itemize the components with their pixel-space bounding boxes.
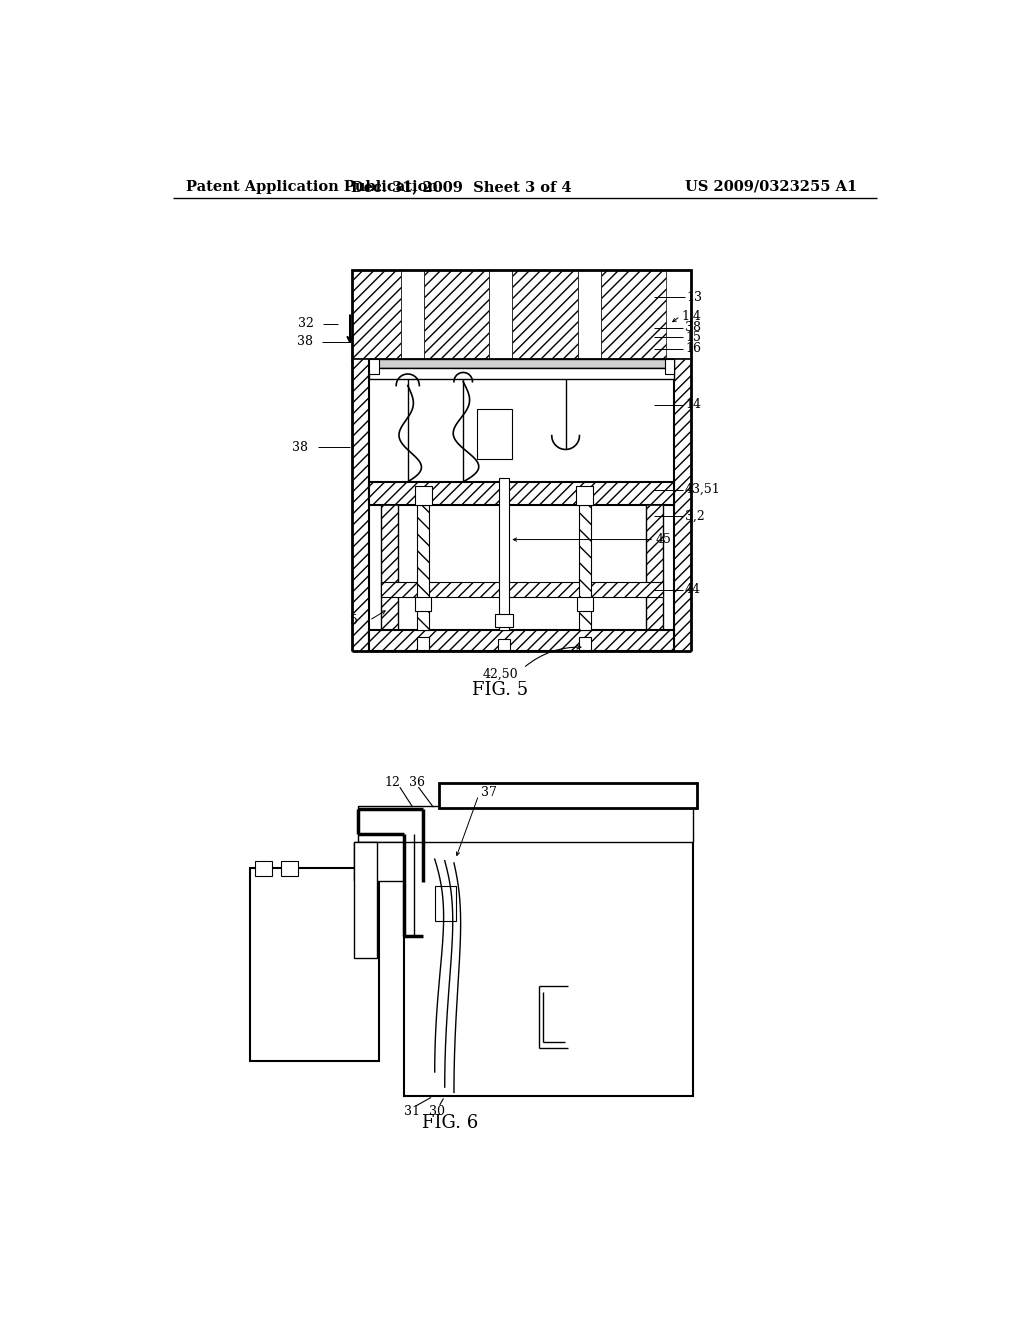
Bar xyxy=(646,506,663,630)
Bar xyxy=(500,478,509,630)
Text: 42,50: 42,50 xyxy=(482,668,518,681)
Bar xyxy=(477,409,512,459)
Text: 44: 44 xyxy=(685,583,701,597)
Text: FIG. 6: FIG. 6 xyxy=(422,1114,478,1133)
Bar xyxy=(250,869,379,1061)
Text: 38: 38 xyxy=(685,321,701,334)
Bar xyxy=(438,783,696,808)
Text: 14: 14 xyxy=(685,399,701,412)
Text: 43,51: 43,51 xyxy=(685,483,721,496)
Bar xyxy=(417,638,429,649)
Text: 3,2: 3,2 xyxy=(685,510,705,523)
Text: 12: 12 xyxy=(384,776,400,788)
Text: US 2009/0323255 A1: US 2009/0323255 A1 xyxy=(685,180,857,194)
Bar xyxy=(578,597,593,611)
Text: 16: 16 xyxy=(685,342,701,355)
Text: 36: 36 xyxy=(409,776,425,788)
Bar xyxy=(577,486,593,506)
Bar xyxy=(352,271,691,359)
Text: 37: 37 xyxy=(481,785,497,799)
Bar xyxy=(354,842,403,880)
Bar xyxy=(498,639,510,649)
Bar xyxy=(435,886,457,921)
Bar xyxy=(381,582,663,598)
Text: Patent Application Publication: Patent Application Publication xyxy=(186,180,438,194)
Bar xyxy=(352,359,370,651)
Bar xyxy=(403,830,692,1096)
Bar xyxy=(578,271,601,359)
Text: FIG. 5: FIG. 5 xyxy=(472,681,528,698)
Bar xyxy=(416,597,431,611)
Bar xyxy=(579,638,591,649)
Text: 5: 5 xyxy=(350,614,357,627)
Bar xyxy=(417,506,429,630)
Bar xyxy=(495,614,513,627)
Text: 38: 38 xyxy=(297,335,313,348)
Bar xyxy=(489,271,512,359)
Bar xyxy=(354,842,377,958)
Bar xyxy=(512,271,578,359)
Bar xyxy=(381,506,397,630)
Bar xyxy=(281,861,298,876)
Text: 45: 45 xyxy=(655,533,672,546)
Bar xyxy=(665,359,674,374)
Text: 1,4: 1,4 xyxy=(682,310,701,323)
Bar xyxy=(579,506,591,630)
Bar xyxy=(400,271,424,359)
Bar xyxy=(370,482,674,506)
Text: 13: 13 xyxy=(686,290,702,304)
Text: 30: 30 xyxy=(429,1105,445,1118)
Text: 38: 38 xyxy=(292,441,308,454)
Bar xyxy=(370,359,674,368)
Text: Dec. 31, 2009  Sheet 3 of 4: Dec. 31, 2009 Sheet 3 of 4 xyxy=(351,180,572,194)
Bar xyxy=(415,486,432,506)
Text: 32: 32 xyxy=(298,317,314,330)
Bar xyxy=(601,271,666,359)
Text: 15: 15 xyxy=(685,330,700,343)
Bar xyxy=(370,368,674,379)
Bar xyxy=(352,271,400,359)
Bar xyxy=(357,807,692,842)
Polygon shape xyxy=(427,858,462,913)
Bar xyxy=(370,359,379,374)
Bar xyxy=(370,630,674,651)
Text: 31: 31 xyxy=(403,1105,420,1118)
Bar xyxy=(255,861,272,876)
Bar xyxy=(424,271,489,359)
Bar xyxy=(674,359,691,651)
